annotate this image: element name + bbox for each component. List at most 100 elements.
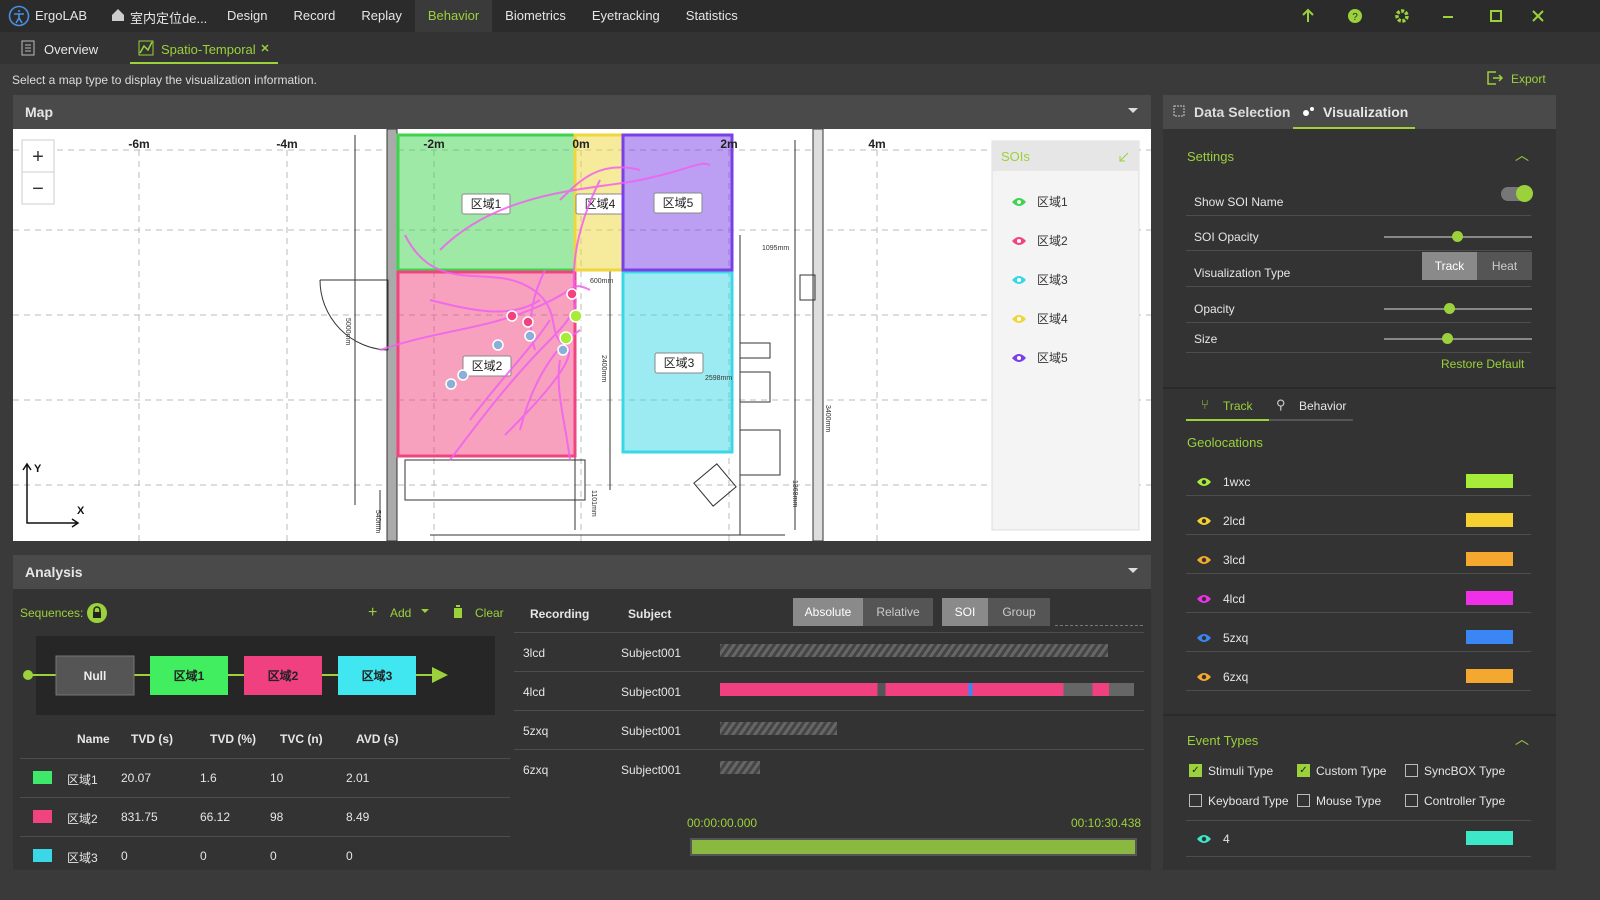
track-bar bbox=[720, 683, 1134, 696]
eye-icon[interactable] bbox=[1197, 633, 1211, 643]
sep bbox=[1186, 651, 1531, 652]
menu-item[interactable]: Behavior bbox=[414, 0, 493, 34]
eye-pupil bbox=[1017, 278, 1021, 282]
project-name[interactable]: 室内定位de... bbox=[130, 11, 208, 26]
analysis-title: Analysis bbox=[25, 564, 83, 580]
stats-table: Name TVD (s) TVD (%) TVC (n) AVD (s) 区域1 20.07… bbox=[20, 725, 510, 870]
map-canvas: 区域1 区域2 区域3 区域4 区域5 1095mm 600mm 2400mm 5000mm 3… bbox=[13, 129, 1151, 541]
tab-close[interactable] bbox=[260, 43, 270, 53]
eye-icon[interactable] bbox=[1197, 477, 1211, 487]
geo-color[interactable] bbox=[1466, 591, 1513, 605]
seq-node[interactable] bbox=[338, 656, 416, 695]
checkbox[interactable] bbox=[1405, 764, 1418, 777]
table-header: Name bbox=[77, 732, 110, 746]
overview-icon bbox=[21, 40, 35, 56]
slider-track[interactable] bbox=[1384, 308, 1532, 310]
eye-icon[interactable] bbox=[1197, 516, 1211, 526]
soi-item[interactable]: 区域1 bbox=[1012, 195, 1068, 209]
seq-node[interactable] bbox=[244, 656, 322, 695]
tab[interactable]: Spatio-Temporal bbox=[161, 42, 256, 57]
time-start: 00:00:00.000 bbox=[687, 816, 758, 830]
mode-button[interactable]: Relative bbox=[863, 598, 933, 626]
eye-icon[interactable] bbox=[1197, 555, 1211, 565]
checkbox[interactable] bbox=[1405, 794, 1418, 807]
table-cell: 8.49 bbox=[346, 810, 370, 824]
table-cell: 98 bbox=[270, 810, 284, 824]
menu-item[interactable]: Biometrics bbox=[505, 8, 566, 23]
window-controls: ? bbox=[1302, 8, 1544, 23]
soi-item[interactable]: 区域5 bbox=[1012, 351, 1068, 365]
menu-item[interactable]: Replay bbox=[361, 8, 402, 23]
section-title: Event Types bbox=[1187, 733, 1259, 748]
menu-item[interactable]: Eyetracking bbox=[591, 8, 660, 23]
eye-icon[interactable] bbox=[1197, 594, 1211, 604]
row-sep bbox=[514, 749, 1144, 750]
table-header: TVC (n) bbox=[280, 732, 323, 746]
subject: Subject001 bbox=[621, 685, 682, 699]
seq-node[interactable] bbox=[150, 656, 228, 695]
slider-track[interactable] bbox=[1384, 338, 1532, 340]
event-type: SyncBOX Type bbox=[1424, 764, 1506, 778]
tab[interactable]: Overview bbox=[44, 42, 99, 57]
collapse[interactable] bbox=[1127, 567, 1139, 575]
soi-item[interactable]: 区域2 bbox=[1012, 234, 1068, 248]
panel-tab[interactable]: Data Selection bbox=[1194, 104, 1291, 120]
add[interactable]: Add bbox=[390, 606, 412, 620]
section-toggle[interactable]: ︿ bbox=[1515, 731, 1529, 747]
track-bar bbox=[720, 761, 760, 774]
subtab[interactable]: Behavior bbox=[1299, 399, 1347, 413]
geo-color[interactable] bbox=[1466, 513, 1513, 527]
geo-color[interactable] bbox=[1466, 669, 1513, 683]
geo-name: 1wxc bbox=[1223, 475, 1251, 489]
mode-button[interactable]: Absolute bbox=[793, 598, 863, 626]
zoom-out[interactable]: − bbox=[32, 178, 44, 200]
collapse[interactable] bbox=[1127, 107, 1139, 115]
checkbox[interactable] bbox=[1189, 794, 1202, 807]
eye-pupil bbox=[1201, 518, 1207, 524]
subject: Subject001 bbox=[621, 646, 682, 660]
soi-label: 区域1 bbox=[471, 197, 502, 211]
clear[interactable]: Clear bbox=[475, 606, 504, 620]
lock-icon[interactable] bbox=[86, 602, 108, 624]
checkbox[interactable]: ✓ bbox=[1189, 764, 1202, 777]
soi-item[interactable]: 区域4 bbox=[1012, 312, 1068, 326]
subtab-line bbox=[1186, 419, 1353, 421]
panel-tab[interactable]: Visualization bbox=[1323, 104, 1409, 120]
geo-color[interactable] bbox=[1466, 552, 1513, 566]
right-header bbox=[1163, 95, 1556, 129]
menu-item[interactable]: Record bbox=[293, 8, 336, 23]
export[interactable]: Export bbox=[1511, 72, 1546, 86]
viz-option[interactable]: Heat bbox=[1477, 252, 1532, 280]
eye-icon[interactable] bbox=[1197, 672, 1211, 682]
soi-label-box bbox=[461, 193, 511, 215]
plan-label: 5000mm bbox=[344, 318, 351, 345]
zoom-in[interactable]: + bbox=[32, 146, 44, 168]
panel-sep bbox=[1163, 387, 1556, 389]
menu-item[interactable]: Design bbox=[227, 8, 268, 23]
viz-option[interactable]: Track bbox=[1422, 252, 1477, 280]
seq-node[interactable] bbox=[55, 655, 135, 696]
geo-color[interactable] bbox=[1466, 630, 1513, 644]
soi-label: 区域4 bbox=[585, 197, 616, 211]
setting-label: SOI Opacity bbox=[1194, 230, 1259, 244]
time-slider[interactable] bbox=[690, 838, 1137, 856]
add-dropdown[interactable] bbox=[420, 608, 430, 614]
geo-color[interactable] bbox=[1466, 474, 1513, 488]
seq-label: 区域1 bbox=[174, 668, 205, 683]
eye-icon[interactable] bbox=[1197, 834, 1211, 844]
group-button[interactable]: Group bbox=[988, 598, 1050, 626]
subtab-icon: ⑂ bbox=[1201, 397, 1209, 412]
checkbox[interactable]: ✓ bbox=[1297, 764, 1310, 777]
table-cell: 0 bbox=[346, 849, 353, 863]
plan-label: 1095mm bbox=[762, 245, 789, 252]
checkbox[interactable] bbox=[1297, 794, 1310, 807]
menu-item[interactable]: Statistics bbox=[685, 8, 738, 23]
soi-item[interactable]: 区域3 bbox=[1012, 273, 1068, 287]
section-toggle[interactable]: ︿ bbox=[1515, 147, 1529, 163]
group-button[interactable]: SOI bbox=[942, 598, 988, 626]
subtab[interactable]: Track bbox=[1223, 399, 1253, 413]
soi-name: 区域5 bbox=[1037, 351, 1068, 365]
event-color[interactable] bbox=[1466, 831, 1513, 845]
restore-default[interactable]: Restore Default bbox=[1441, 357, 1525, 371]
event-type: Custom Type bbox=[1316, 764, 1387, 778]
